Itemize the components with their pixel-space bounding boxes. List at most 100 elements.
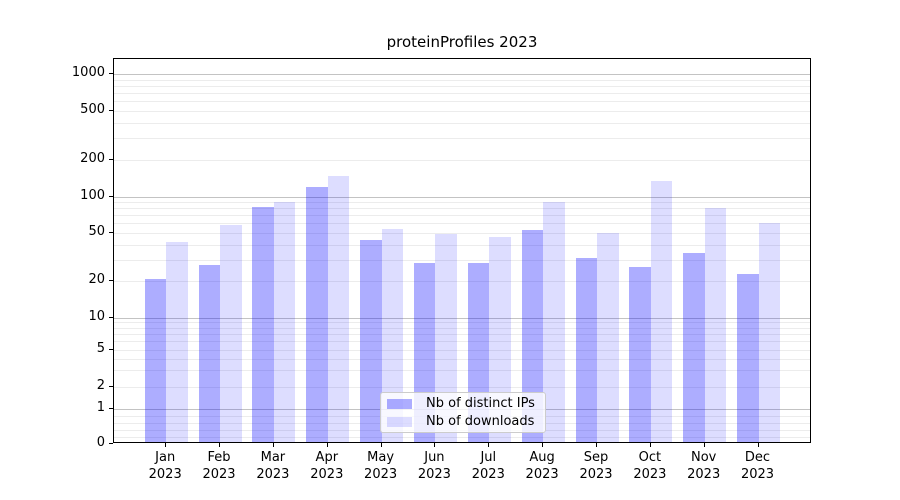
bar-downloads (381, 228, 404, 442)
minor-gridline (114, 208, 810, 210)
bar-downloads (327, 175, 350, 442)
x-tick-label: Oct 2023 (633, 450, 667, 482)
y-tick-label: 10 (88, 308, 105, 324)
legend-item-downloads: Nb of downloads (387, 414, 539, 429)
y-tick-mark (109, 195, 113, 197)
legend-item-distinct-ips: Nb of distinct IPs (387, 396, 539, 411)
minor-gridline (114, 79, 810, 81)
minor-gridline (114, 334, 810, 335)
major-gridline (114, 74, 810, 76)
bar-distinct-ips (360, 239, 382, 442)
x-tick-mark (757, 443, 759, 447)
legend-label-distinct-ips: Nb of distinct IPs (426, 396, 535, 411)
bar-downloads (166, 242, 188, 442)
bar-distinct-ips (306, 186, 328, 442)
legend-label-downloads: Nb of downloads (426, 414, 535, 429)
minor-gridline (114, 386, 810, 388)
bar-downloads (489, 237, 511, 442)
minor-gridline (114, 349, 810, 351)
minor-gridline (114, 111, 810, 113)
x-tick-label: Apr 2023 (310, 450, 344, 482)
legend-swatch-downloads-icon (387, 416, 412, 427)
minor-gridline (114, 159, 810, 161)
bar-downloads (435, 234, 457, 442)
x-tick-label: Jan 2023 (148, 450, 182, 482)
chart-title: proteinProfiles 2023 (386, 33, 538, 51)
minor-gridline (114, 202, 810, 203)
minor-gridline (114, 223, 810, 225)
y-tick-label: 1000 (71, 65, 105, 81)
y-tick-mark (109, 443, 113, 444)
y-tick-mark (109, 110, 113, 112)
x-tick-label: Jun 2023 (417, 450, 451, 482)
x-tick-label: Dec 2023 (740, 450, 775, 482)
x-tick-mark (165, 443, 167, 447)
y-tick-label: 100 (80, 187, 105, 203)
bar-downloads (597, 232, 619, 442)
bar-downloads (543, 201, 565, 442)
bar-downloads (758, 223, 781, 442)
y-tick-mark (109, 385, 113, 387)
bar-distinct-ips (575, 258, 597, 442)
x-tick-mark (219, 443, 220, 447)
bar-distinct-ips (144, 278, 167, 442)
minor-gridline (114, 244, 810, 246)
y-tick-label: 500 (80, 102, 105, 118)
y-tick-mark (109, 73, 113, 75)
y-tick-mark (109, 407, 113, 409)
minor-gridline (114, 232, 810, 234)
major-gridline (114, 317, 810, 319)
x-tick-mark (380, 443, 382, 447)
minor-gridline (114, 86, 810, 88)
minor-gridline (114, 259, 810, 261)
x-tick-label: Feb 2023 (202, 450, 236, 482)
y-tick-label: 0 (96, 435, 105, 450)
minor-gridline (114, 101, 810, 103)
x-tick-label: Mar 2023 (256, 450, 290, 482)
y-tick-label: 50 (88, 223, 105, 239)
x-tick-label: Sep 2023 (579, 450, 613, 482)
minor-gridline (114, 436, 810, 438)
bar-downloads (650, 181, 673, 442)
legend-swatch-distinct-ips-icon (387, 398, 412, 409)
bar-distinct-ips (737, 273, 759, 442)
y-tick-mark (109, 158, 113, 160)
minor-gridline (114, 281, 810, 283)
x-tick-mark (326, 443, 328, 447)
y-tick-mark (109, 316, 113, 318)
y-tick-mark (109, 280, 113, 282)
y-tick-label: 1 (96, 399, 105, 415)
y-tick-label: 2 (96, 377, 105, 393)
minor-gridline (114, 122, 810, 124)
bar-distinct-ips (683, 253, 705, 442)
minor-gridline (114, 93, 810, 95)
y-tick-mark (109, 231, 113, 233)
y-tick-mark (109, 348, 113, 350)
x-tick-label: Nov 2023 (687, 450, 721, 482)
bar-downloads (704, 208, 727, 442)
minor-gridline (114, 322, 810, 324)
y-tick-label: 20 (88, 272, 105, 288)
bar-distinct-ips (252, 206, 274, 442)
bar-downloads (220, 225, 242, 442)
minor-gridline (114, 327, 810, 329)
legend: Nb of distinct IPs Nb of downloads (380, 392, 546, 433)
minor-gridline (114, 138, 810, 140)
minor-gridline (114, 370, 810, 372)
x-tick-label: Jul 2023 (471, 450, 505, 482)
x-tick-label: Aug 2023 (525, 450, 559, 482)
x-tick-mark (434, 443, 436, 447)
major-gridline (114, 196, 810, 198)
minor-gridline (114, 341, 810, 343)
minor-gridline (114, 358, 810, 360)
bar-distinct-ips (198, 265, 221, 442)
x-tick-mark (703, 443, 705, 447)
y-tick-label: 200 (80, 150, 105, 166)
bar-distinct-ips (629, 267, 651, 442)
x-tick-mark (488, 443, 490, 447)
x-tick-mark (596, 443, 597, 447)
x-tick-label: May 2023 (364, 450, 398, 482)
plot-area (113, 58, 811, 443)
x-tick-mark (542, 443, 544, 447)
